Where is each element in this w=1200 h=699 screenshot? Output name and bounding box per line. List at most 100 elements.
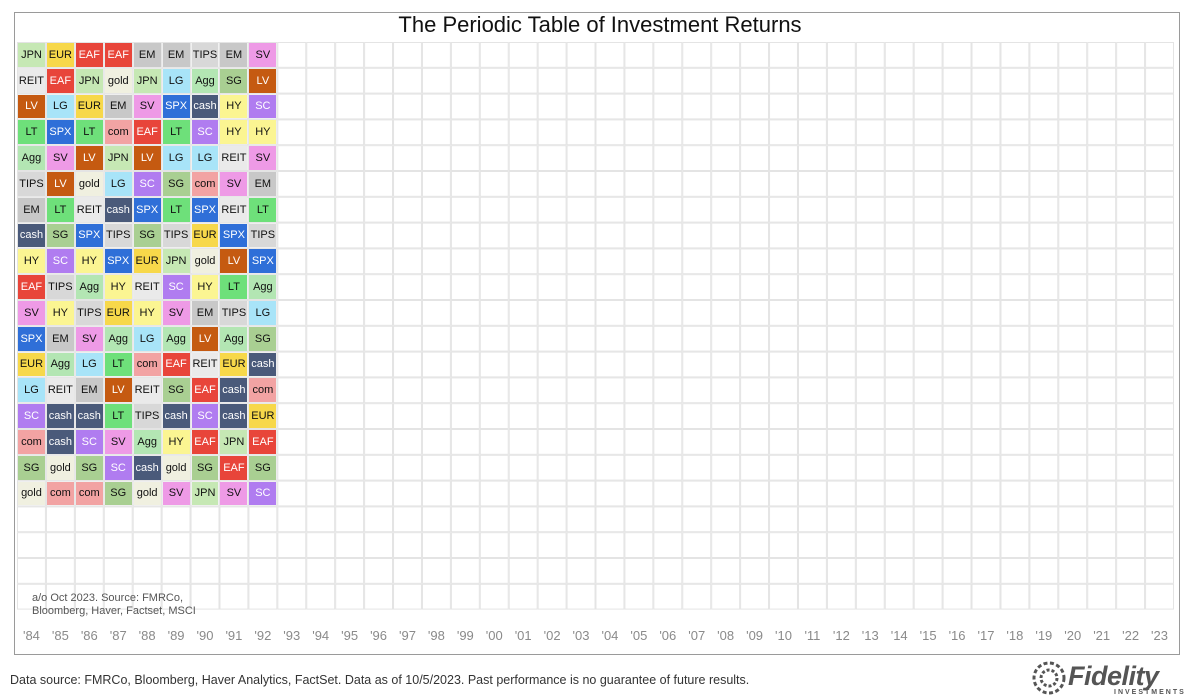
grid-square	[74, 300, 104, 326]
grid-square	[45, 248, 75, 275]
grid-square	[248, 93, 278, 120]
year-label: '88	[138, 628, 156, 643]
grid-square	[711, 532, 741, 559]
grid-square	[595, 506, 625, 533]
grid-square	[595, 403, 625, 430]
grid-square	[1087, 274, 1117, 301]
grid-square	[248, 583, 278, 610]
grid-square	[219, 454, 249, 481]
grid-square	[537, 67, 567, 94]
grid-square	[769, 300, 798, 326]
grid-square	[682, 42, 712, 68]
grid-square	[624, 480, 654, 507]
grid-square	[566, 274, 596, 301]
grid-square	[74, 532, 104, 559]
grid-square	[450, 300, 480, 326]
grid-square	[479, 403, 509, 430]
grid-square	[913, 351, 943, 378]
grid-square	[1087, 480, 1117, 507]
grid-square	[711, 480, 741, 507]
grid-square	[566, 222, 596, 249]
grid-square	[740, 583, 770, 610]
grid-square	[103, 506, 133, 533]
grid-square	[1058, 506, 1088, 533]
grid-square	[537, 403, 567, 430]
grid-square	[132, 377, 162, 404]
grid-square	[45, 403, 75, 430]
grid-square	[248, 274, 278, 301]
grid-square	[971, 93, 1001, 120]
grid-square	[508, 145, 538, 171]
grid-square	[595, 119, 625, 146]
grid-square	[421, 403, 451, 430]
grid-square	[1000, 67, 1030, 94]
grid-square	[277, 67, 307, 94]
grid-square	[1087, 145, 1117, 171]
grid-square	[421, 558, 451, 584]
grid-square	[740, 532, 770, 559]
grid-square	[1145, 93, 1174, 120]
grid-square	[17, 274, 46, 301]
grid-square	[1029, 222, 1059, 249]
grid-square	[682, 480, 712, 507]
grid-square	[740, 429, 770, 455]
grid-square	[306, 171, 336, 197]
grid-square	[884, 274, 914, 301]
logo-subtitle: INVESTMENTS	[1114, 689, 1186, 696]
grid-square	[884, 403, 914, 430]
grid-square	[479, 248, 509, 275]
grid-square	[1145, 506, 1174, 533]
grid-square	[450, 145, 480, 171]
grid-square	[364, 558, 394, 584]
grid-square	[769, 558, 798, 584]
grid-square	[682, 558, 712, 584]
grid-square	[653, 67, 683, 94]
grid-square	[913, 506, 943, 533]
grid-square	[971, 67, 1001, 94]
grid-square	[219, 429, 249, 455]
grid-square	[855, 532, 885, 559]
grid-square	[393, 171, 422, 197]
grid-square	[942, 325, 972, 352]
grid-square	[711, 93, 741, 120]
grid-square	[653, 403, 683, 430]
grid-square	[132, 171, 162, 197]
grid-square	[190, 248, 220, 275]
grid-square	[797, 300, 827, 326]
grid-square	[248, 42, 278, 68]
grid-square	[335, 93, 365, 120]
grid-square	[306, 119, 336, 146]
grid-square	[45, 222, 75, 249]
grid-square	[74, 119, 104, 146]
year-label: '11	[804, 628, 821, 643]
grid-square	[1116, 274, 1146, 301]
grid-square	[450, 325, 480, 352]
grid-square	[566, 119, 596, 146]
grid-square	[103, 532, 133, 559]
grid-square	[132, 403, 162, 430]
grid-square	[855, 274, 885, 301]
year-label: '21	[1093, 628, 1111, 643]
grid-square	[855, 222, 885, 249]
grid-square	[537, 454, 567, 481]
grid-square	[161, 42, 191, 68]
grid-square	[797, 377, 827, 404]
grid-square	[1087, 454, 1117, 481]
grid-square	[335, 171, 365, 197]
grid-square	[132, 67, 162, 94]
grid-square	[971, 171, 1001, 197]
grid-square	[797, 351, 827, 378]
grid-square	[421, 300, 451, 326]
grid-square	[711, 429, 741, 455]
grid-square	[537, 42, 567, 68]
grid-square	[537, 248, 567, 275]
grid-square	[971, 532, 1001, 559]
grid-square	[1145, 351, 1174, 378]
grid-square	[190, 274, 220, 301]
grid-square	[884, 583, 914, 610]
grid-square	[306, 558, 336, 584]
grid-square	[219, 558, 249, 584]
grid-square	[1029, 171, 1059, 197]
grid-square	[161, 145, 191, 171]
grid-square	[132, 222, 162, 249]
